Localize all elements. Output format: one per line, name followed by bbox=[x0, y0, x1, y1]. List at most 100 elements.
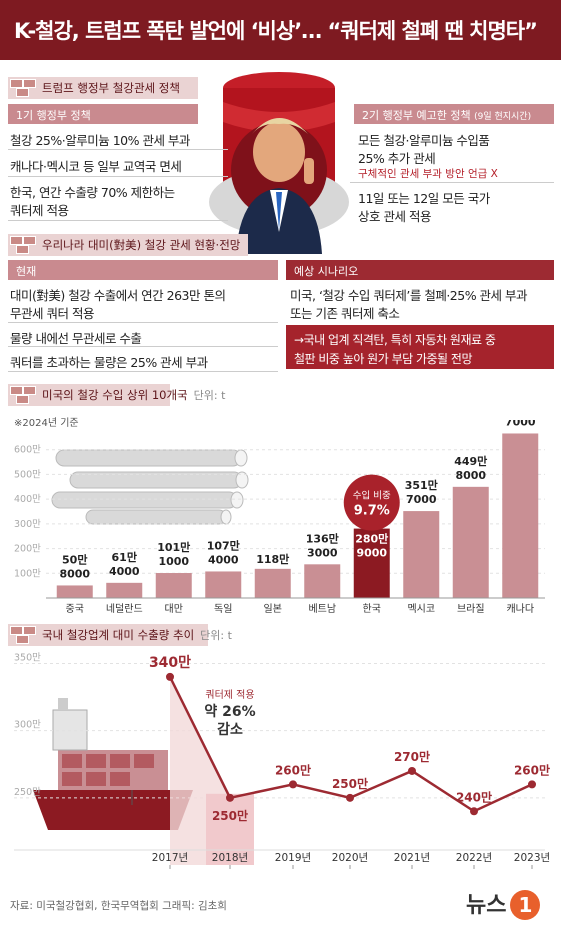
y-tick-label: 350만 bbox=[14, 652, 41, 663]
siren-portrait-illustration bbox=[209, 72, 349, 254]
current-tag: 현재 bbox=[8, 260, 278, 280]
logo-text: 뉴스 bbox=[466, 893, 507, 918]
brick-icon bbox=[10, 626, 36, 644]
bar-data-label: 7000 bbox=[505, 420, 536, 428]
logo-number: 1 bbox=[510, 890, 541, 920]
bar-data-label: 8000 bbox=[59, 567, 90, 580]
scenario-line: 또는 기존 쿼터제 축소 bbox=[290, 306, 400, 321]
bar-data-label: 50만 bbox=[62, 552, 87, 566]
bar bbox=[353, 528, 390, 598]
bar-data-label: 118만 bbox=[256, 552, 289, 566]
category-label: 한국 bbox=[363, 603, 381, 615]
first-term-tag: 1기 행정부 정책 bbox=[8, 104, 198, 124]
bar-data-label: 449만 bbox=[454, 454, 487, 468]
y-tick-label: 200만 bbox=[14, 544, 41, 555]
category-label: 독일 bbox=[214, 603, 232, 615]
current-line: 물량 내에선 무관세로 수출 bbox=[10, 331, 142, 346]
bar bbox=[106, 582, 143, 598]
category-label: 네덜란드 bbox=[106, 603, 143, 615]
callout-label: 수입 비중 bbox=[353, 490, 391, 502]
data-point bbox=[346, 793, 354, 802]
data-point bbox=[289, 780, 297, 789]
brick-icon bbox=[10, 79, 36, 97]
category-label: 베트남 bbox=[308, 603, 336, 615]
bar-data-label: 61만 bbox=[112, 550, 137, 564]
x-tick-label: 2022년 bbox=[456, 852, 492, 864]
category-label: 중국 bbox=[66, 603, 84, 615]
title-bar: K-철강, 트럼프 폭탄 발언에 ‘비상’… “쿼터제 철폐 땐 치명타” bbox=[0, 0, 561, 60]
x-tick-label: 2021년 bbox=[394, 852, 430, 864]
news1-logo: 뉴스 1 bbox=[466, 887, 541, 920]
bar bbox=[452, 486, 489, 598]
chart2-heading-bg bbox=[8, 624, 208, 646]
bar-data-label: 1000 bbox=[158, 555, 189, 568]
bar-data-label: 101만 bbox=[157, 540, 190, 554]
category-label: 대만 bbox=[165, 603, 183, 615]
y-tick-label: 300만 bbox=[14, 519, 41, 530]
separator bbox=[8, 346, 278, 347]
data-point bbox=[226, 793, 234, 802]
point-data-label: 240만 bbox=[456, 789, 492, 804]
bar bbox=[56, 585, 93, 598]
y-tick-label: 100만 bbox=[14, 568, 41, 579]
bar bbox=[205, 571, 242, 598]
policy-heading-bg bbox=[8, 77, 198, 99]
chart1-note: ※2024년 기준 bbox=[14, 418, 79, 429]
policy-heading: 트럼프 행정부 철강관세 정책 bbox=[10, 77, 180, 99]
scenario-impact-line: 철판 비중 높아 원가 부담 가중될 전망 bbox=[294, 352, 473, 366]
callout-line: 약 26% bbox=[204, 703, 255, 720]
point-data-label: 340만 bbox=[149, 655, 191, 671]
separator bbox=[8, 322, 278, 323]
korea-heading-label: 우리나라 대미(對美) 철강 관세 현황·전망 bbox=[42, 238, 241, 252]
second-term-line: 상호 관세 적용 bbox=[358, 209, 431, 224]
korea-heading: 우리나라 대미(對美) 철강 관세 현황·전망 bbox=[10, 234, 240, 256]
bar bbox=[304, 564, 341, 598]
second-term-line: 모든 철강·알루미늄 수입품 bbox=[358, 133, 490, 148]
point-data-label: 260만 bbox=[275, 762, 311, 777]
bar-data-label: 4000 bbox=[109, 565, 140, 578]
scenario-impact-box: →국내 업계 직격탄, 특히 자동차 원재료 중 철판 비중 높아 원가 부담 … bbox=[286, 325, 554, 369]
cargo-ship-illustration bbox=[33, 698, 193, 830]
x-tick-label: 2019년 bbox=[275, 852, 311, 864]
current-line: 쿼터를 초과하는 물량은 25% 관세 부과 bbox=[10, 355, 208, 370]
x-tick-label: 2018년 bbox=[212, 852, 248, 864]
korea-heading-bg bbox=[8, 234, 248, 256]
category-label: 캐나다 bbox=[506, 603, 534, 615]
bar bbox=[155, 573, 192, 598]
chart1-unit: 단위: t bbox=[193, 389, 226, 402]
bar-data-label: 351만 bbox=[405, 478, 438, 492]
category-label: 브라질 bbox=[457, 603, 485, 615]
bar-data-label: 3000 bbox=[307, 546, 338, 559]
y-tick-label: 250만 bbox=[14, 787, 41, 798]
import-bar-chart: 100만200만300만400만500만600만50만8000중국61만4000… bbox=[14, 420, 545, 615]
data-point bbox=[408, 766, 416, 775]
bar-data-label: 280만 bbox=[355, 532, 388, 546]
y-tick-label: 600만 bbox=[14, 445, 41, 456]
chart2-heading: 국내 철강업계 대미 수출량 추이 단위: t bbox=[10, 624, 232, 646]
current-line: 무관세 쿼터 적용 bbox=[10, 306, 94, 321]
callout-value: 9.7% bbox=[354, 504, 390, 519]
category-label: 멕시코 bbox=[407, 603, 435, 615]
y-tick-label: 300만 bbox=[14, 720, 41, 731]
bar-data-label: 136만 bbox=[306, 531, 339, 545]
second-term-line: 11일 또는 12일 모든 국가 bbox=[358, 191, 490, 206]
bar-data-label: 107만 bbox=[207, 538, 240, 552]
callout-line: 감소 bbox=[217, 721, 243, 738]
x-tick-label: 2020년 bbox=[332, 852, 368, 864]
bar-data-label: 8000 bbox=[455, 469, 486, 482]
chart1-heading: 미국의 철강 수입 상위 10개국 단위: t bbox=[10, 384, 225, 406]
page-title: K-철강, 트럼프 폭탄 발언에 ‘비상’… “쿼터제 철폐 땐 치명타” bbox=[14, 19, 538, 43]
first-term-line: 철강 25%·알루미늄 10% 관세 부과 bbox=[10, 133, 190, 148]
scenario-tag: 예상 시나리오 bbox=[286, 260, 554, 280]
bar-data-label: 7000 bbox=[406, 493, 437, 506]
second-term-line: 25% 추가 관세 bbox=[358, 151, 436, 166]
first-term-line: 캐나다·멕시코 등 일부 교역국 면세 bbox=[10, 159, 182, 174]
x-tick-label: 2023년 bbox=[514, 852, 550, 864]
callout-line: 쿼터제 적용 bbox=[205, 689, 254, 701]
x-tick-label: 2017년 bbox=[152, 852, 188, 864]
scenario-impact-line: →국내 업계 직격탄, 특히 자동차 원재료 중 bbox=[294, 333, 496, 347]
y-tick-label: 500만 bbox=[14, 469, 41, 480]
brick-icon bbox=[10, 386, 36, 404]
first-term-line: 한국, 연간 수출량 70% 제한하는 bbox=[10, 185, 175, 200]
bar bbox=[403, 511, 440, 598]
